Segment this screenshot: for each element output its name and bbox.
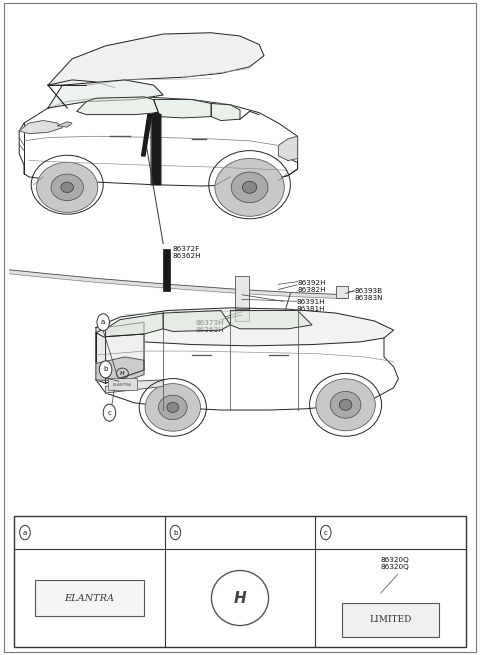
Bar <box>341 603 439 637</box>
Bar <box>14 516 466 647</box>
Bar <box>336 286 348 298</box>
Polygon shape <box>48 80 163 108</box>
Text: 86320Q
86320Q: 86320Q 86320Q <box>381 557 409 570</box>
Polygon shape <box>163 310 230 331</box>
Polygon shape <box>230 310 312 329</box>
Text: 86320Q
86320Q: 86320Q 86320Q <box>383 523 413 542</box>
Text: 86373H
86363H: 86373H 86363H <box>196 320 225 333</box>
Ellipse shape <box>242 181 257 193</box>
Polygon shape <box>96 357 144 381</box>
Text: H: H <box>234 591 246 605</box>
Text: LIMITED: LIMITED <box>369 615 411 624</box>
Ellipse shape <box>316 379 375 431</box>
Circle shape <box>321 525 331 540</box>
Bar <box>235 309 249 321</box>
Polygon shape <box>278 136 298 160</box>
Polygon shape <box>106 380 163 393</box>
Polygon shape <box>96 322 144 383</box>
Text: a: a <box>101 319 105 326</box>
Circle shape <box>103 404 116 421</box>
Text: b: b <box>103 366 108 373</box>
Bar <box>163 249 170 291</box>
Text: 86391H
86381H: 86391H 86381H <box>297 299 325 312</box>
Ellipse shape <box>61 182 73 193</box>
Polygon shape <box>10 270 346 299</box>
Circle shape <box>97 314 109 331</box>
Ellipse shape <box>36 162 98 212</box>
Ellipse shape <box>145 384 201 431</box>
Polygon shape <box>96 308 394 346</box>
Ellipse shape <box>158 395 187 420</box>
Text: 86393B
86383N: 86393B 86383N <box>354 288 383 301</box>
Text: c: c <box>108 409 111 416</box>
Ellipse shape <box>330 392 361 418</box>
Polygon shape <box>211 103 240 121</box>
Ellipse shape <box>167 402 179 413</box>
Polygon shape <box>106 313 163 337</box>
Polygon shape <box>142 115 152 156</box>
Circle shape <box>20 525 30 540</box>
Bar <box>108 378 137 390</box>
Text: b: b <box>173 529 178 536</box>
Polygon shape <box>19 121 62 134</box>
Ellipse shape <box>51 174 84 200</box>
Text: c: c <box>324 529 328 536</box>
Ellipse shape <box>339 400 352 410</box>
Polygon shape <box>48 33 264 85</box>
Polygon shape <box>154 100 211 118</box>
Ellipse shape <box>231 172 268 202</box>
Text: H: H <box>120 371 125 376</box>
Polygon shape <box>58 122 72 127</box>
Ellipse shape <box>215 159 284 216</box>
Text: 86392H
86382H: 86392H 86382H <box>298 280 326 293</box>
Bar <box>36 580 144 616</box>
Text: ELANTRA: ELANTRA <box>113 383 132 387</box>
Circle shape <box>170 525 180 540</box>
Text: 86372F
86362H: 86372F 86362H <box>173 246 202 259</box>
Text: 86330B: 86330B <box>83 528 112 537</box>
Bar <box>235 276 249 309</box>
Circle shape <box>99 361 112 378</box>
Polygon shape <box>151 113 161 185</box>
Text: 86319Q: 86319Q <box>232 528 263 537</box>
Text: a: a <box>23 529 27 536</box>
Polygon shape <box>77 97 158 115</box>
Text: ELANTRA: ELANTRA <box>65 593 115 603</box>
Polygon shape <box>106 334 144 383</box>
